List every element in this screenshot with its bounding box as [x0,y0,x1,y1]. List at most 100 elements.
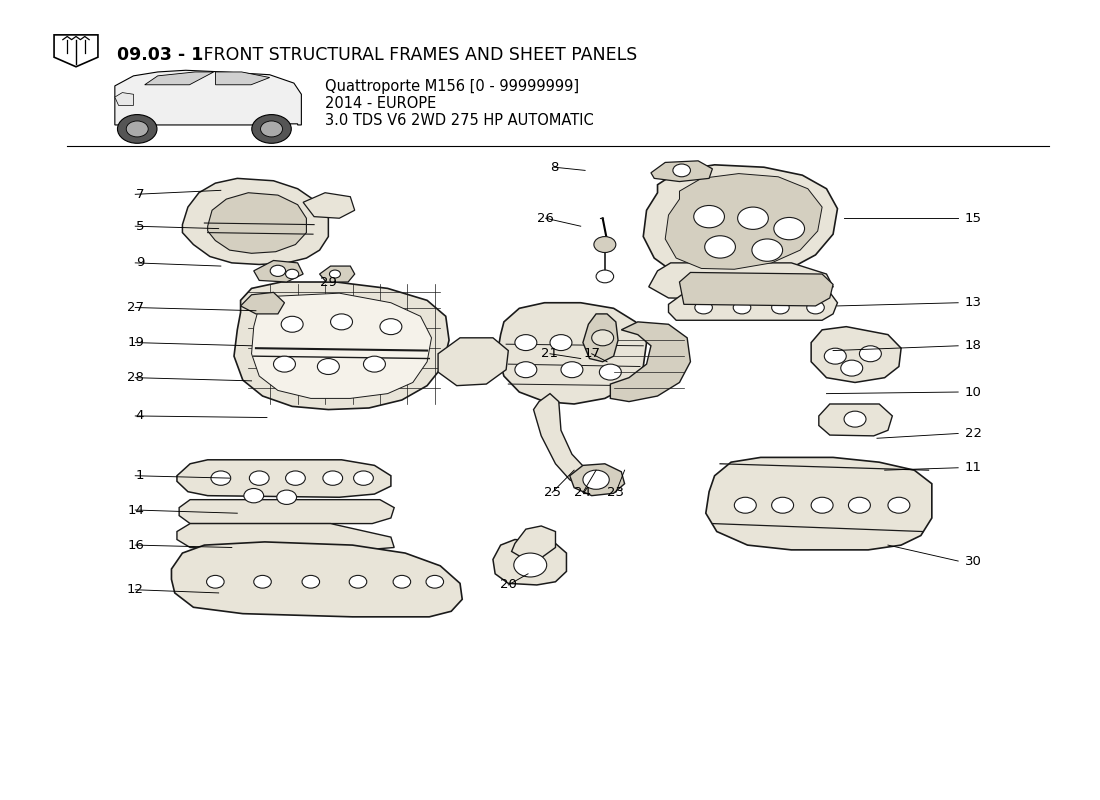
Circle shape [252,114,292,143]
Text: 17: 17 [583,347,601,360]
Text: 19: 19 [128,336,144,349]
Text: 8: 8 [550,161,559,174]
Text: 1: 1 [135,470,144,482]
Circle shape [254,575,272,588]
Circle shape [515,334,537,350]
Polygon shape [320,266,354,282]
Text: 27: 27 [126,301,144,314]
Polygon shape [114,93,133,106]
Circle shape [261,121,283,137]
Polygon shape [241,292,285,314]
Polygon shape [179,500,394,523]
Circle shape [331,314,352,330]
Circle shape [302,575,320,588]
Polygon shape [304,193,354,218]
Text: 28: 28 [128,371,144,384]
Circle shape [426,575,443,588]
Circle shape [673,164,691,177]
Circle shape [771,498,793,514]
Circle shape [277,490,297,505]
Circle shape [363,356,385,372]
Circle shape [592,330,614,346]
Circle shape [349,575,366,588]
Circle shape [286,270,299,279]
Text: 22: 22 [965,427,981,440]
Circle shape [583,470,609,490]
Text: FRONT STRUCTURAL FRAMES AND SHEET PANELS: FRONT STRUCTURAL FRAMES AND SHEET PANELS [198,46,637,64]
Text: 13: 13 [965,296,981,310]
Polygon shape [145,72,213,85]
Polygon shape [438,338,508,386]
Polygon shape [234,282,449,410]
Text: 3.0 TDS V6 2WD 275 HP AUTOMATIC: 3.0 TDS V6 2WD 275 HP AUTOMATIC [326,113,594,128]
Text: 29: 29 [320,275,337,289]
Text: 7: 7 [135,188,144,201]
Text: 23: 23 [607,486,625,499]
Polygon shape [651,161,713,182]
Polygon shape [818,404,892,436]
Circle shape [848,498,870,514]
Circle shape [888,498,910,514]
Circle shape [271,266,286,277]
Circle shape [859,346,881,362]
Circle shape [738,207,768,230]
Text: 16: 16 [128,538,144,551]
Text: 21: 21 [541,347,559,360]
Polygon shape [512,526,556,558]
Circle shape [771,301,789,314]
Polygon shape [644,165,837,281]
Circle shape [282,316,304,332]
Polygon shape [252,293,431,398]
Circle shape [806,301,824,314]
Polygon shape [216,72,270,85]
Polygon shape [177,460,390,498]
Circle shape [379,318,401,334]
Polygon shape [497,302,647,404]
Text: 15: 15 [965,212,981,225]
Circle shape [844,411,866,427]
Polygon shape [811,326,901,382]
Text: 11: 11 [965,462,981,474]
Text: 25: 25 [543,486,561,499]
Text: 4: 4 [135,410,144,422]
Circle shape [811,498,833,514]
Circle shape [694,206,725,228]
Polygon shape [666,174,822,270]
Text: 2014 - EUROPE: 2014 - EUROPE [326,96,437,111]
Circle shape [393,575,410,588]
Text: 30: 30 [965,554,981,567]
Circle shape [118,114,157,143]
Circle shape [323,471,342,486]
Circle shape [773,218,804,240]
Polygon shape [706,458,932,550]
Circle shape [353,471,373,486]
Text: 9: 9 [135,256,144,270]
Text: 12: 12 [126,583,144,596]
Circle shape [126,121,148,137]
Polygon shape [254,261,304,282]
Polygon shape [534,394,600,486]
Polygon shape [493,539,566,585]
Circle shape [207,575,224,588]
Circle shape [330,270,340,278]
Polygon shape [183,178,329,265]
Polygon shape [172,542,462,617]
Text: 14: 14 [128,503,144,517]
Circle shape [594,237,616,253]
Circle shape [318,358,339,374]
Polygon shape [177,523,394,553]
Circle shape [244,489,264,503]
Circle shape [824,348,846,364]
Circle shape [274,356,296,372]
Text: 10: 10 [965,386,981,398]
Polygon shape [583,314,618,362]
Circle shape [250,471,270,486]
Circle shape [734,301,751,314]
Text: 18: 18 [965,339,981,352]
Circle shape [600,364,621,380]
Circle shape [514,553,547,577]
Polygon shape [208,193,307,254]
Text: 24: 24 [574,486,592,499]
Text: 09.03 - 1: 09.03 - 1 [117,46,204,64]
Circle shape [705,236,736,258]
